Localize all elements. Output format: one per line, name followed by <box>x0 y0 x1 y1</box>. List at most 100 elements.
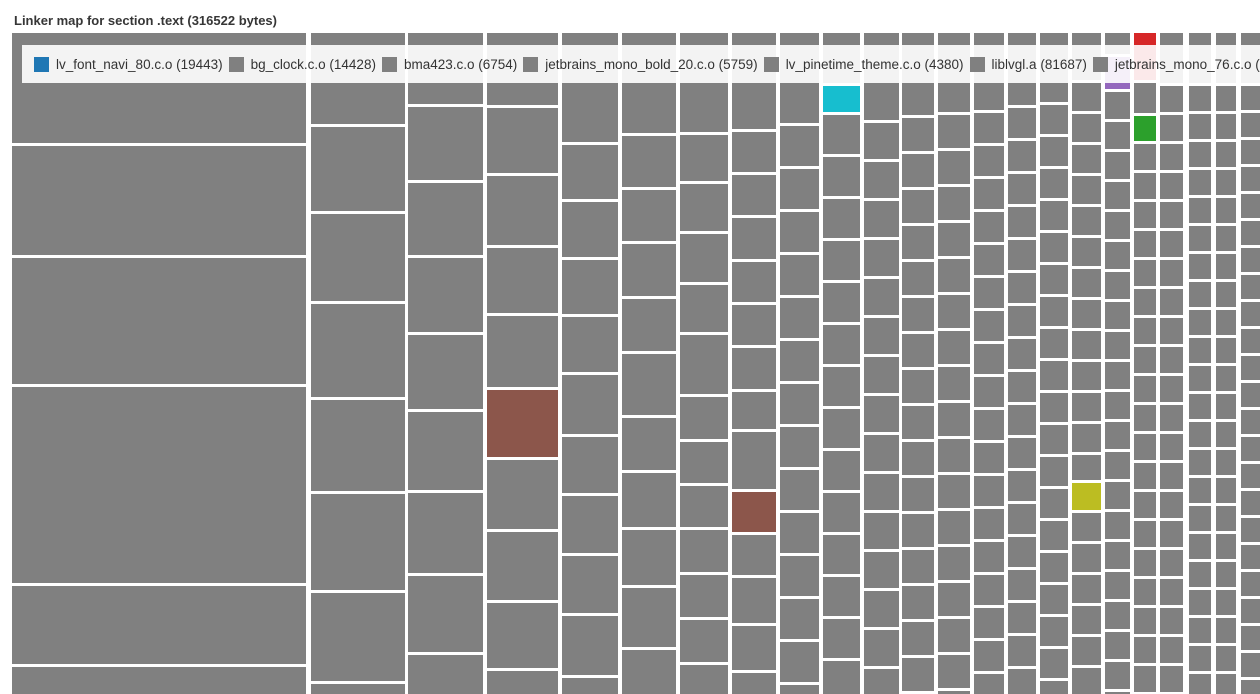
map-block[interactable] <box>680 135 728 181</box>
map-block[interactable] <box>823 241 860 280</box>
map-block[interactable] <box>408 183 483 255</box>
map-block[interactable] <box>311 684 405 694</box>
map-block[interactable] <box>1189 366 1211 391</box>
map-block[interactable] <box>562 145 618 199</box>
map-block[interactable] <box>1105 122 1130 149</box>
map-block[interactable] <box>732 132 776 172</box>
map-block[interactable] <box>1241 491 1260 515</box>
map-block[interactable] <box>1040 553 1068 582</box>
map-block[interactable] <box>1072 83 1101 111</box>
map-block[interactable] <box>1008 141 1036 171</box>
map-block[interactable] <box>1189 310 1211 335</box>
map-block[interactable] <box>1105 152 1130 179</box>
map-block[interactable] <box>487 108 558 173</box>
map-block[interactable] <box>938 151 970 184</box>
map-block[interactable] <box>622 473 676 527</box>
map-block[interactable] <box>1216 142 1236 167</box>
map-block[interactable] <box>823 661 860 694</box>
map-block[interactable] <box>780 126 819 166</box>
map-block[interactable] <box>902 262 934 295</box>
map-block[interactable] <box>1216 590 1236 615</box>
map-block[interactable] <box>562 202 618 257</box>
map-block[interactable] <box>1189 534 1211 559</box>
map-block[interactable] <box>864 552 899 588</box>
map-block[interactable] <box>1040 681 1068 694</box>
map-block[interactable] <box>732 432 776 489</box>
map-block[interactable] <box>1072 544 1101 572</box>
map-block[interactable] <box>680 620 728 662</box>
map-block[interactable] <box>864 318 899 354</box>
map-block[interactable] <box>1040 201 1068 230</box>
map-block[interactable] <box>1040 137 1068 166</box>
map-block[interactable] <box>1216 366 1236 391</box>
map-block[interactable] <box>1189 450 1211 475</box>
map-block[interactable] <box>680 234 728 282</box>
map-block[interactable] <box>732 578 776 623</box>
map-block[interactable] <box>1105 362 1130 389</box>
map-block[interactable] <box>938 547 970 580</box>
map-block[interactable] <box>1189 142 1211 167</box>
map-block[interactable] <box>1160 666 1183 692</box>
map-block[interactable] <box>1216 170 1236 195</box>
map-block[interactable] <box>864 201 899 237</box>
map-block[interactable] <box>902 334 934 367</box>
map-block[interactable] <box>1189 254 1211 279</box>
map-block[interactable] <box>1241 302 1260 326</box>
map-block[interactable] <box>974 542 1004 572</box>
map-block[interactable] <box>823 157 860 196</box>
map-block[interactable] <box>823 199 860 238</box>
map-block[interactable] <box>1160 405 1183 431</box>
map-block[interactable] <box>1216 534 1236 559</box>
map-block[interactable] <box>780 298 819 338</box>
map-block[interactable] <box>1241 275 1260 299</box>
map-block[interactable] <box>1105 452 1130 479</box>
map-block[interactable] <box>1241 437 1260 461</box>
map-block[interactable] <box>1105 272 1130 299</box>
map-block[interactable] <box>974 311 1004 341</box>
map-block[interactable] <box>408 335 483 409</box>
map-block[interactable] <box>1008 108 1036 138</box>
map-block[interactable] <box>1008 471 1036 501</box>
map-block[interactable] <box>1160 144 1183 170</box>
map-block[interactable] <box>1134 173 1156 199</box>
map-block[interactable] <box>938 403 970 436</box>
map-block[interactable] <box>1189 422 1211 447</box>
map-block[interactable] <box>1040 329 1068 358</box>
map-block[interactable] <box>1134 608 1156 634</box>
map-block[interactable] <box>974 245 1004 275</box>
map-block[interactable] <box>622 190 676 241</box>
map-block[interactable] <box>487 671 558 694</box>
map-block[interactable] <box>780 341 819 381</box>
map-block[interactable] <box>938 655 970 688</box>
map-block[interactable] <box>823 493 860 532</box>
map-block[interactable] <box>1008 273 1036 303</box>
map-block[interactable] <box>12 586 306 664</box>
map-block[interactable] <box>1105 92 1130 119</box>
map-block[interactable] <box>1008 636 1036 666</box>
map-block[interactable] <box>1189 562 1211 587</box>
map-block[interactable] <box>1160 260 1183 286</box>
map-block[interactable] <box>974 344 1004 374</box>
map-block[interactable] <box>1160 492 1183 518</box>
map-block[interactable] <box>823 577 860 616</box>
map-block[interactable] <box>1241 653 1260 677</box>
map-block[interactable] <box>1241 626 1260 650</box>
map-block[interactable] <box>1160 434 1183 460</box>
map-block[interactable] <box>1072 176 1101 204</box>
map-block[interactable] <box>680 335 728 394</box>
map-block[interactable] <box>1008 339 1036 369</box>
map-block[interactable] <box>1241 518 1260 542</box>
map-block[interactable] <box>1040 393 1068 422</box>
map-block[interactable] <box>902 658 934 691</box>
map-block[interactable] <box>680 575 728 617</box>
map-block[interactable] <box>864 591 899 627</box>
map-block[interactable] <box>1040 457 1068 486</box>
map-block[interactable] <box>1105 392 1130 419</box>
map-block[interactable] <box>864 396 899 432</box>
map-block[interactable] <box>1134 144 1156 170</box>
map-block[interactable] <box>974 278 1004 308</box>
map-block[interactable] <box>780 384 819 424</box>
map-block[interactable] <box>1216 422 1236 447</box>
map-block[interactable] <box>680 665 728 694</box>
map-block[interactable] <box>1241 113 1260 137</box>
